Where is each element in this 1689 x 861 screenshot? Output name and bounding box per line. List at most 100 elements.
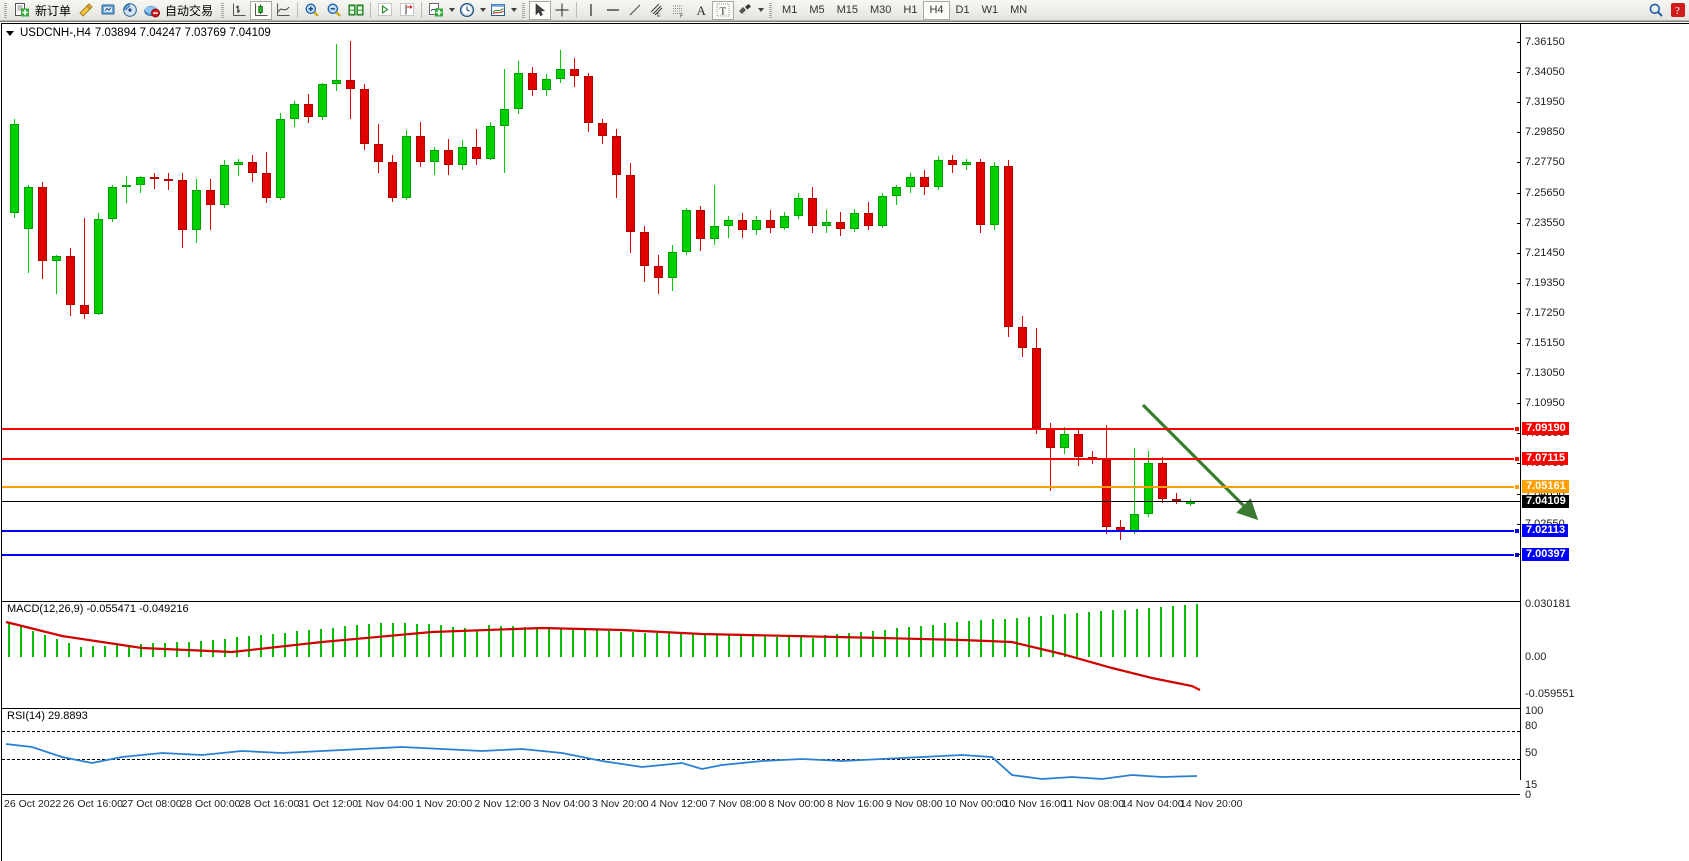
tab-timeframe-m5[interactable]: M5 xyxy=(803,1,830,20)
candle-wick xyxy=(336,44,337,92)
candle-body xyxy=(808,197,817,227)
shapes-icon[interactable] xyxy=(734,1,756,20)
tab-timeframe-d1[interactable]: D1 xyxy=(950,1,976,20)
tab-timeframe-mn[interactable]: MN xyxy=(1004,1,1033,20)
toolbar-grip[interactable] xyxy=(2,1,9,19)
periods-dropdown-arrow[interactable] xyxy=(478,1,487,20)
expert-advisor-icon[interactable] xyxy=(75,1,97,20)
signals-icon[interactable] xyxy=(119,1,141,20)
search-icon[interactable] xyxy=(1645,1,1667,20)
chart-shift-icon[interactable] xyxy=(396,1,418,20)
horizontal-line-icon[interactable] xyxy=(602,1,624,20)
price-line-handle[interactable] xyxy=(1514,527,1520,534)
macd-histogram-bar xyxy=(608,631,610,657)
price-line-current-price[interactable] xyxy=(2,501,1520,503)
candle-body xyxy=(486,125,495,159)
autoscroll-icon[interactable] xyxy=(374,1,396,20)
text-icon[interactable]: A xyxy=(690,1,712,20)
toolbar-grip-3[interactable] xyxy=(520,1,528,19)
macd-histogram-bar xyxy=(692,633,694,657)
tab-timeframe-m1[interactable]: M1 xyxy=(776,1,803,20)
macd-histogram-bar xyxy=(140,644,142,657)
price-tick: 7.10950 xyxy=(1517,397,1565,410)
indicators-icon[interactable] xyxy=(425,1,447,20)
chart-window[interactable]: USDCNH-,H4 7.03894 7.04247 7.03769 7.041… xyxy=(0,21,1689,861)
chevron-down-icon[interactable] xyxy=(6,30,14,36)
price-line-handle[interactable] xyxy=(1514,552,1520,559)
toolbar-grip-4[interactable] xyxy=(767,1,775,19)
new-order-button[interactable]: 新订单 xyxy=(33,1,75,20)
new-order-label: 新订单 xyxy=(35,3,72,18)
vertical-line-icon[interactable] xyxy=(580,1,602,20)
price-line-support[interactable] xyxy=(2,554,1520,557)
text-label-icon[interactable]: T xyxy=(712,0,735,20)
equidistant-channel-icon[interactable]: E xyxy=(646,1,668,20)
strategy-tester-icon[interactable] xyxy=(97,1,119,20)
macd-histogram-bar xyxy=(416,623,418,657)
toolbar-divider-3 xyxy=(421,2,423,18)
zoom-out-icon[interactable] xyxy=(323,1,345,20)
candle-body xyxy=(542,78,551,90)
candle-body xyxy=(94,219,103,314)
price-tick: 7.29850 xyxy=(1517,126,1565,139)
indicators-dropdown-arrow[interactable] xyxy=(447,1,456,20)
line-chart-icon[interactable] xyxy=(272,1,294,20)
cursor-icon[interactable] xyxy=(529,0,552,20)
candle-body xyxy=(150,177,159,180)
macd-histogram-bar xyxy=(512,626,514,657)
price-line-resistance[interactable] xyxy=(2,428,1520,431)
candle-wick xyxy=(28,184,29,274)
macd-histogram-bar xyxy=(620,631,622,657)
tile-windows-icon[interactable] xyxy=(345,1,367,20)
macd-histogram-bar xyxy=(356,624,358,657)
templates-icon[interactable] xyxy=(487,1,509,20)
price-scale-axis xyxy=(1520,24,1521,780)
candle-body xyxy=(178,180,187,231)
candlestick-chart-icon[interactable] xyxy=(250,0,273,20)
templates-dropdown-arrow[interactable] xyxy=(509,1,518,20)
tab-timeframe-m15[interactable]: M15 xyxy=(831,1,864,20)
shapes-dropdown-arrow[interactable] xyxy=(756,1,765,20)
new-order-icon[interactable] xyxy=(11,1,33,20)
macd-histogram-bar xyxy=(1124,609,1126,657)
fibonacci-icon[interactable]: F xyxy=(668,1,690,20)
price-line-support[interactable] xyxy=(2,529,1520,532)
tab-timeframe-w1[interactable]: W1 xyxy=(976,1,1005,20)
bar-chart-icon[interactable] xyxy=(228,1,250,20)
price-tick: 7.19350 xyxy=(1517,277,1565,290)
macd-histogram-bar xyxy=(1052,614,1054,657)
autotrading-button[interactable]: 自动交易 xyxy=(163,1,217,20)
help-icon[interactable]: ? xyxy=(1667,1,1689,20)
periods-icon[interactable] xyxy=(456,1,478,20)
candle-wick xyxy=(966,158,967,171)
tab-timeframe-h4[interactable]: H4 xyxy=(923,0,950,20)
price-line-handle[interactable] xyxy=(1514,484,1520,491)
rsi-level-50 xyxy=(2,759,1520,760)
price-line-resistance[interactable] xyxy=(2,458,1520,461)
price-line-pivot[interactable] xyxy=(2,486,1520,489)
macd-histogram-bar xyxy=(560,628,562,657)
macd-histogram-bar xyxy=(200,641,202,657)
tab-timeframe-h1[interactable]: H1 xyxy=(897,1,923,20)
price-axis[interactable]: 7.36150 7.34050 7.31950 7.29850 7.27750 7.256… xyxy=(1517,24,1689,801)
candle-body xyxy=(724,220,733,227)
price-pane[interactable]: USDCNH-,H4 7.03894 7.04247 7.03769 7.041… xyxy=(2,24,1520,574)
price-line-handle[interactable] xyxy=(1514,456,1520,463)
chart-canvas[interactable]: USDCNH-,H4 7.03894 7.04247 7.03769 7.041… xyxy=(1,23,1689,861)
price-line-handle[interactable] xyxy=(1514,426,1520,433)
time-axis[interactable]: 26 Oct 2022 26 Oct 16:00 27 Oct 08:00 28 Oc… xyxy=(2,794,1520,816)
toolbar-grip-2[interactable] xyxy=(219,1,227,19)
candle-body xyxy=(1060,434,1069,449)
macd-pane[interactable]: MACD(12,26,9) -0.055471 -0.049216 xyxy=(2,602,1520,708)
price-label-resistance: 7.09190 xyxy=(1522,422,1569,436)
autotrading-icon[interactable] xyxy=(141,1,163,20)
rsi-pane[interactable]: RSI(14) 29.8893 xyxy=(2,709,1520,794)
candle-body xyxy=(906,177,915,188)
candle-body xyxy=(696,210,705,240)
trendline-icon[interactable] xyxy=(624,1,646,20)
macd-histogram-bar xyxy=(872,630,874,657)
tab-timeframe-m30[interactable]: M30 xyxy=(864,1,897,20)
crosshair-icon[interactable] xyxy=(551,1,573,20)
zoom-in-icon[interactable] xyxy=(301,1,323,20)
macd-histogram-bar xyxy=(584,629,586,657)
